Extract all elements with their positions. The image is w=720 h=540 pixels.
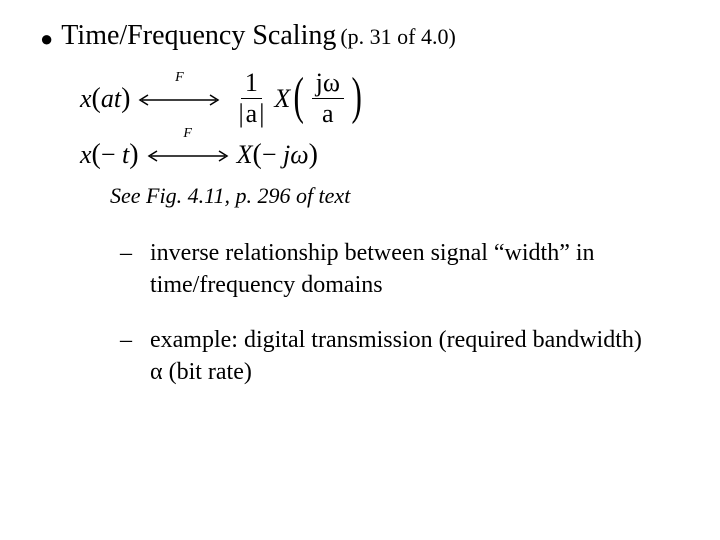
heading-title: Time/Frequency Scaling <box>61 20 336 51</box>
formula-2: x ( − t ) F X ( − jω ) <box>80 139 680 171</box>
f2-lhs-minus: − <box>101 140 116 170</box>
bullet-icon: ● <box>40 28 53 50</box>
abs-right: | <box>257 99 266 128</box>
paren-close: ) <box>121 83 130 115</box>
sub-bullet-2: – example: digital transmission (require… <box>120 324 660 389</box>
arrow-label: F <box>183 126 192 142</box>
dash-icon: – <box>120 237 132 302</box>
heading-wrap: Time/Frequency Scaling (p. 31 of 4.0) <box>61 20 456 52</box>
formula-1: x ( at ) F 1 |a| X ( jω a ) <box>80 70 680 127</box>
formula-block: x ( at ) F 1 |a| X ( jω a ) x ( − <box>80 70 680 171</box>
heading-row: ● Time/Frequency Scaling (p. 31 of 4.0) <box>40 20 680 52</box>
abs-var: a <box>246 99 258 128</box>
f2-rhs-fn: X <box>237 140 253 170</box>
f1-rhs-fn: X <box>274 84 290 114</box>
double-arrow-icon <box>145 149 231 163</box>
f1-coeff-den: |a| <box>232 99 270 127</box>
paren-close: ) <box>309 139 318 171</box>
f1-arg-den: a <box>318 99 338 127</box>
sub-bullet-1-text: inverse relationship between signal “wid… <box>150 237 660 302</box>
figure-caption: See Fig. 4.11, p. 296 of text <box>110 183 680 209</box>
paren-open: ( <box>92 83 101 115</box>
f2-rhs-minus: − <box>262 140 277 170</box>
abs-left: | <box>236 99 245 128</box>
f1-arg-num: jω <box>312 70 344 99</box>
sub-bullet-1: – inverse relationship between signal “w… <box>120 237 660 302</box>
f1-coefficient: 1 |a| <box>232 70 270 127</box>
heading-reference: (p. 31 of 4.0) <box>340 24 455 49</box>
f1-lhs-arg: at <box>101 84 121 114</box>
f1-rhs-arg: jω a <box>312 70 344 127</box>
f2-lhs-arg: t <box>122 140 129 170</box>
dash-icon: – <box>120 324 132 389</box>
double-arrow-icon <box>136 93 222 107</box>
sub-bullet-2-text: example: digital transmission (required … <box>150 324 660 389</box>
paren-close: ) <box>129 139 138 171</box>
f1-lhs-fn: x <box>80 84 92 114</box>
f2-rhs-arg: jω <box>283 140 309 170</box>
arrow-label: F <box>175 70 184 86</box>
fourier-arrow: F <box>136 84 222 114</box>
fourier-arrow: F <box>145 140 231 170</box>
f2-lhs-fn: x <box>80 140 92 170</box>
paren-open: ( <box>92 139 101 171</box>
f1-coeff-num: 1 <box>241 70 262 99</box>
paren-open: ( <box>253 139 262 171</box>
